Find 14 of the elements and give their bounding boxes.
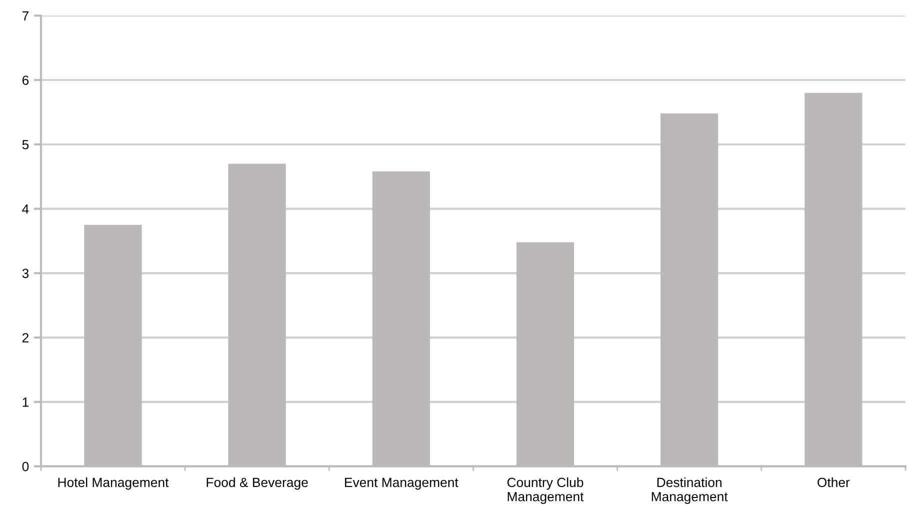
y-tick-label: 4 xyxy=(22,204,29,214)
x-tick-label: Hotel Management xyxy=(58,477,169,490)
y-tick-label: 0 xyxy=(22,462,29,472)
y-tick-label: 3 xyxy=(22,268,29,278)
x-tick-label: Food & Beverage xyxy=(206,477,308,490)
x-tick-label: Destination Management xyxy=(652,477,728,504)
y-tick-label: 2 xyxy=(22,333,28,342)
x-tick-label: Event Management xyxy=(345,478,458,490)
x-tick-label: Country Club Management xyxy=(507,477,584,504)
y-tick-label: 1 xyxy=(22,398,28,407)
y-tick-label: 6 xyxy=(22,76,29,85)
x-tick-label: Other xyxy=(818,477,850,488)
y-tick-label: 5 xyxy=(22,140,29,150)
y-tick-label: 7 xyxy=(22,11,28,20)
